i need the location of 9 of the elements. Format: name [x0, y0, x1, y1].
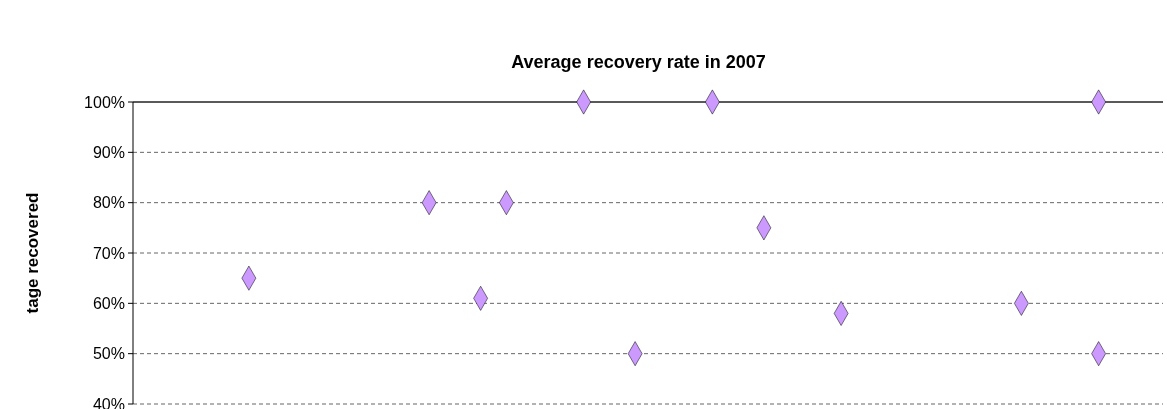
y-tick-label: 100% — [84, 93, 125, 111]
y-axis-title: tage recovered — [23, 192, 42, 314]
y-tick-label: 70% — [92, 244, 125, 262]
y-tick-label: 40% — [92, 395, 125, 409]
chart-title: Average recovery rate in 2007 — [511, 52, 766, 72]
y-tick-label: 80% — [92, 194, 125, 212]
y-tick-label: 50% — [92, 345, 125, 363]
y-tick-label: 60% — [92, 294, 125, 312]
y-tick-label: 90% — [92, 143, 125, 161]
